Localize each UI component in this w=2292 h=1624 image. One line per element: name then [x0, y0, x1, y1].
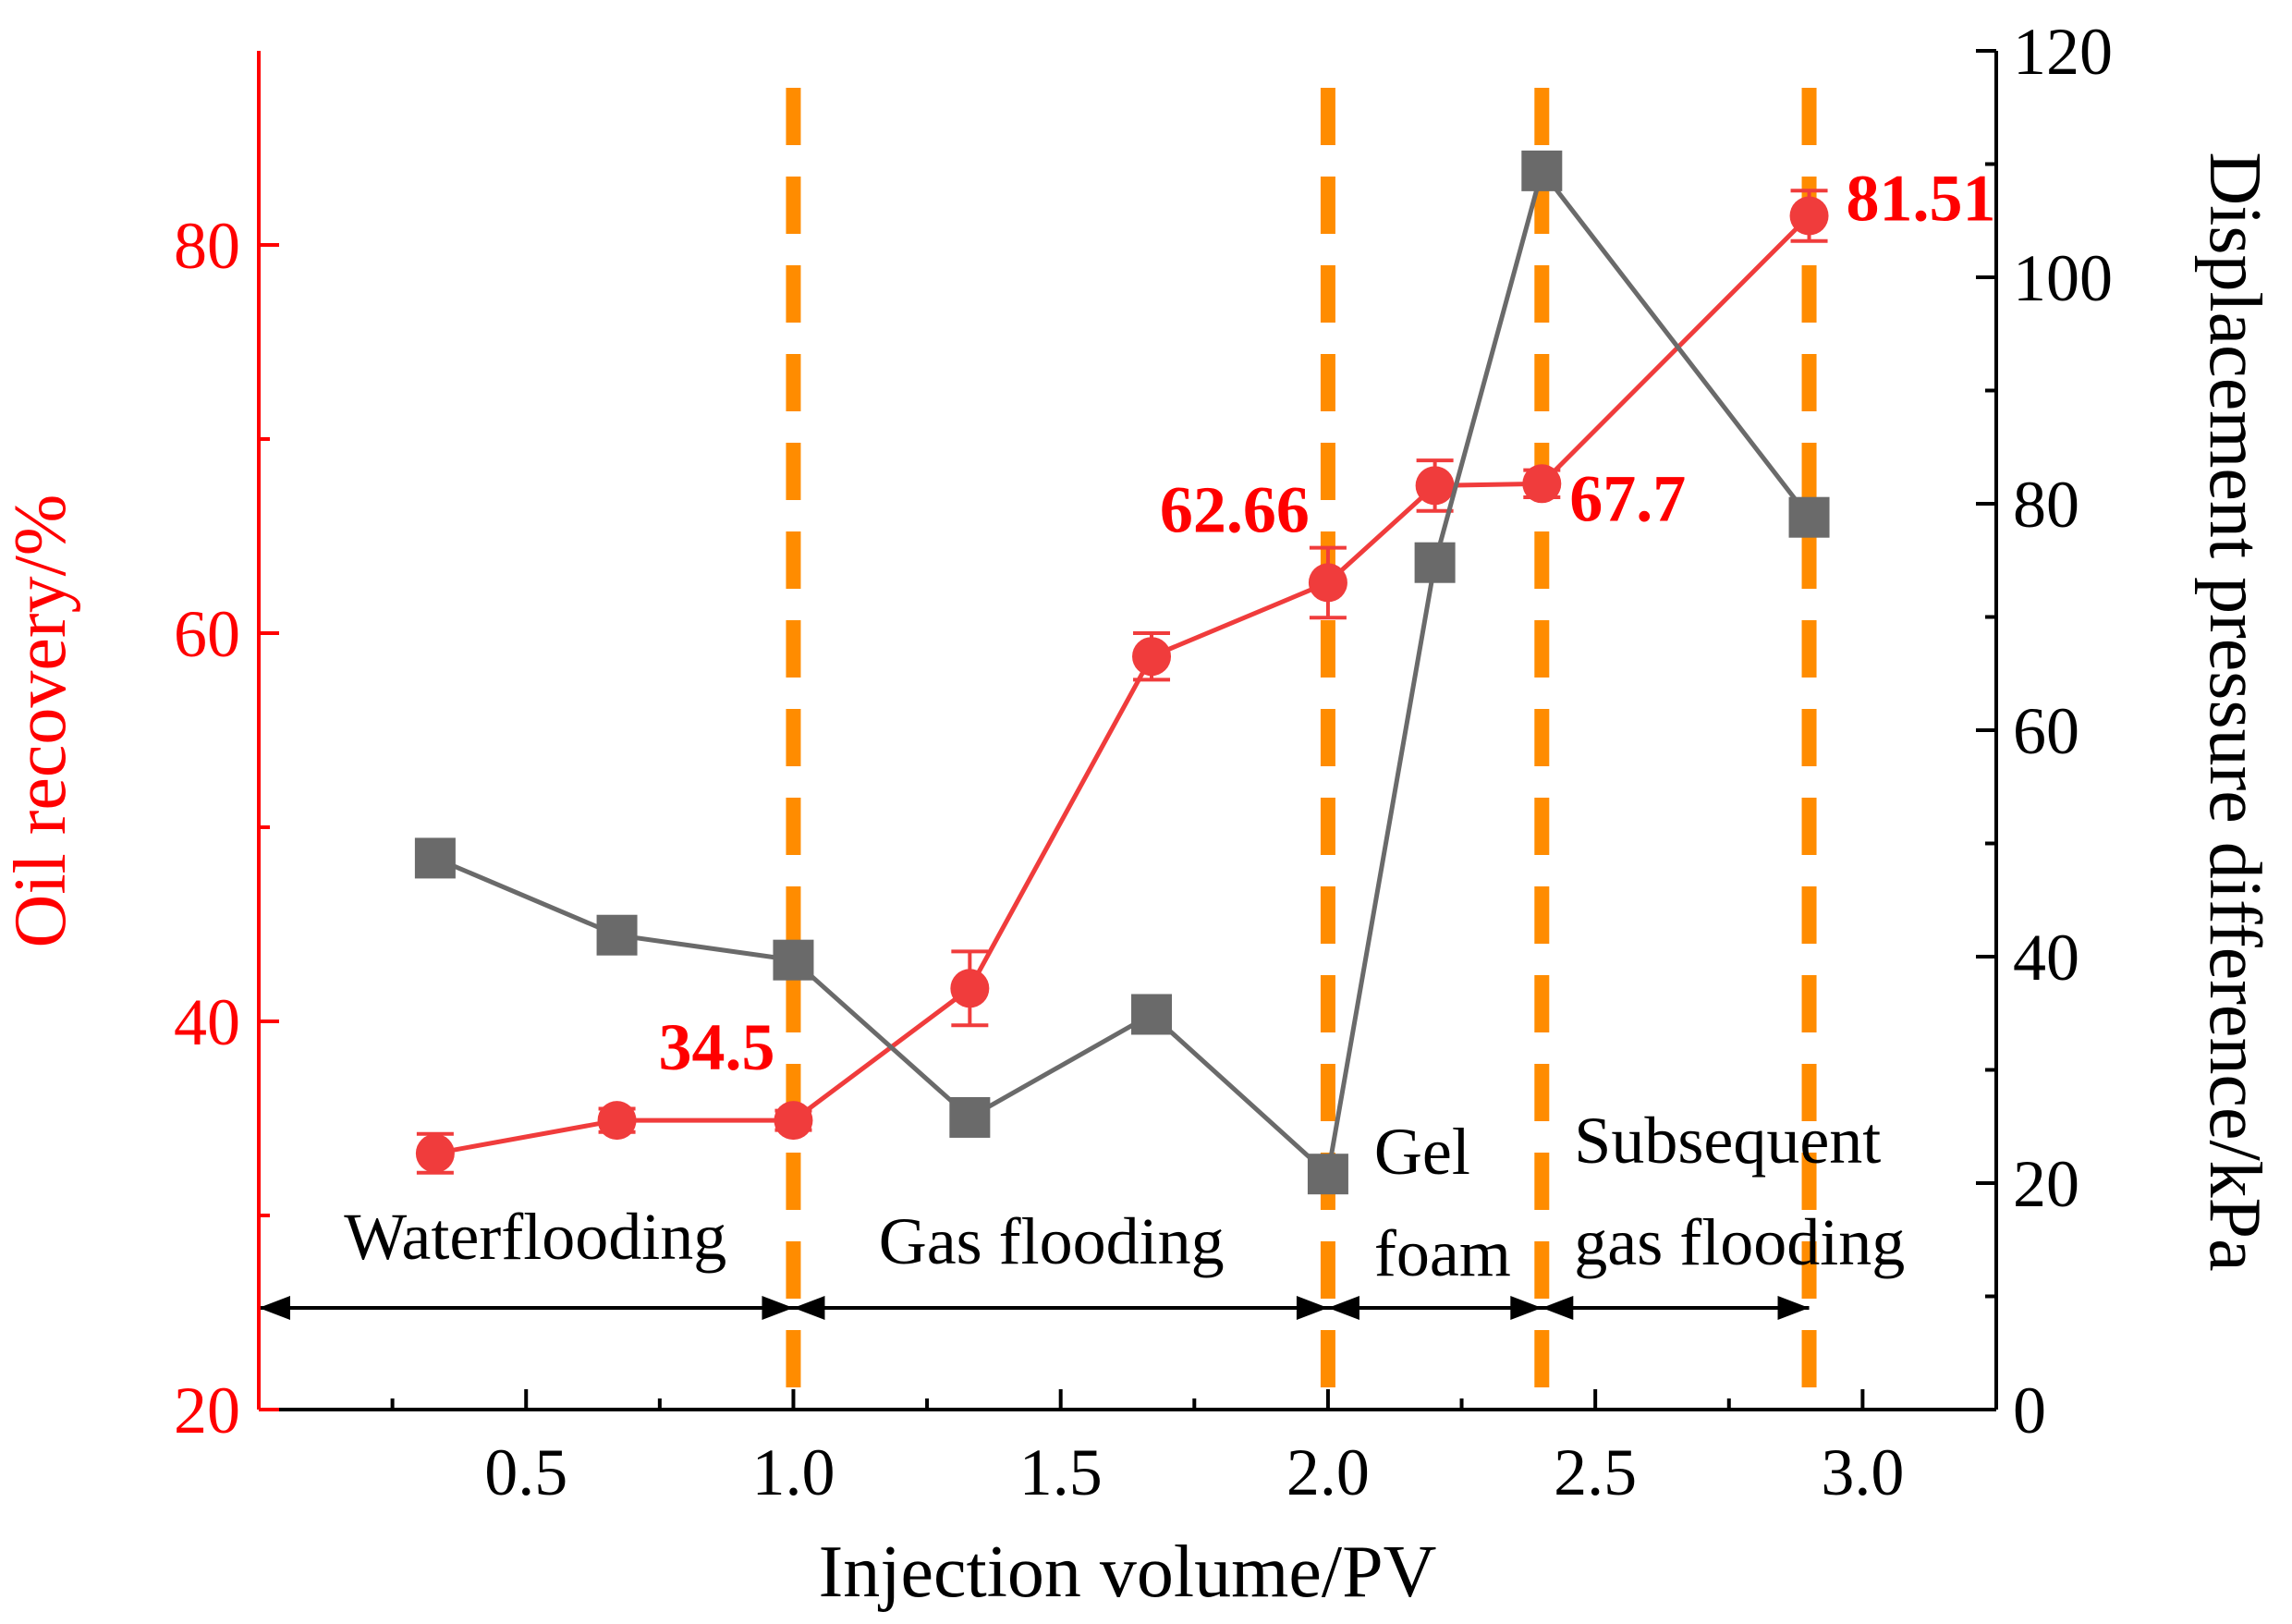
y-right-tick-label-4: 80: [2013, 468, 2079, 542]
stage-arrows: [259, 1296, 1810, 1320]
y-left-tick-label-2: 60: [174, 597, 240, 671]
series-1-point-5: [1307, 1154, 1348, 1195]
stage-label-3-line-0: Subsequent: [1574, 1104, 1881, 1178]
series-line-1: [433, 165, 1811, 1179]
annotation-label-3: 81.51: [1847, 162, 1996, 236]
y-right-tick-label-3: 60: [2013, 694, 2079, 768]
x-tick-label-0: 0.5: [484, 1435, 567, 1509]
y-right-tick-label-2: 40: [2013, 921, 2079, 995]
y-left-tick-label-3: 80: [174, 209, 240, 283]
y-right-axis-title: Displacement pressure difference/kPa: [2194, 152, 2275, 1271]
stage-arrow-head-left-0: [259, 1296, 290, 1320]
y-left-tick-label-1: 40: [174, 985, 240, 1059]
y-left-axis-title: Oil recovery/%: [0, 495, 81, 948]
y-left-tick-label-0: 20: [174, 1374, 240, 1447]
series-0-point-2: [774, 1101, 813, 1141]
stage-label-0-line-0: Waterflooding: [344, 1200, 726, 1274]
annotations-layer: 34.5 62.66 67.7 81.51: [658, 162, 1995, 1085]
axes-layer: 0.5 1.0 1.5 2.0 2.5 3.0 20 40 60 80 0 20 40 60 80 100 12…: [174, 15, 2113, 1509]
series-1-point-2: [773, 939, 814, 981]
stage-arrow-head-right-3: [1777, 1296, 1810, 1320]
stage-arrow-head-right-0: [762, 1296, 794, 1320]
series-0-point-7: [1522, 464, 1562, 504]
stage-arrow-head-left-2: [1327, 1296, 1359, 1320]
series-layer: [414, 150, 1830, 1195]
series-1-point-8: [1788, 496, 1830, 538]
x-tick-label-5: 3.0: [1821, 1435, 1904, 1509]
y-right-tick-label-0: 0: [2013, 1374, 2046, 1447]
x-axis-title: Injection volume/PV: [819, 1532, 1437, 1613]
series-line-0: [434, 214, 1811, 1156]
series-0-point-8: [1789, 196, 1829, 236]
series-0-point-4: [1132, 637, 1172, 677]
x-tick-label-1: 1.0: [751, 1435, 835, 1509]
series-1-point-1: [596, 914, 638, 956]
y-right-tick-label-1: 20: [2013, 1147, 2079, 1221]
stage-label-1-line-0: Gas flooding: [879, 1204, 1225, 1278]
annotation-label-1: 62.66: [1160, 472, 1310, 546]
series-0-point-5: [1308, 563, 1347, 603]
stage-label-2-line-0: Gel: [1374, 1115, 1470, 1189]
series-0-point-0: [415, 1133, 455, 1173]
stage-arrow-head-right-1: [1296, 1296, 1328, 1320]
stage-arrow-head-left-1: [793, 1296, 825, 1320]
series-1-point-7: [1521, 150, 1563, 191]
series-1-point-4: [1131, 994, 1173, 1035]
axis-titles: Injection volume/PV Oil recovery/% Displ…: [0, 152, 2275, 1613]
x-tick-label-3: 2.0: [1286, 1435, 1370, 1509]
stage-arrow-head-left-3: [1542, 1296, 1574, 1320]
series-1-point-3: [949, 1096, 991, 1138]
series-0-point-3: [950, 969, 990, 1008]
stage-label-2-line-1: foam: [1374, 1216, 1511, 1290]
series-1-point-0: [414, 837, 456, 879]
annotation-label-2: 67.7: [1569, 461, 1686, 535]
series-1-point-6: [1414, 542, 1456, 583]
y-right-tick-label-6: 120: [2013, 15, 2113, 89]
x-tick-label-2: 1.5: [1019, 1435, 1103, 1509]
series-0-point-6: [1415, 466, 1455, 506]
x-tick-label-4: 2.5: [1554, 1435, 1637, 1509]
annotation-label-0: 34.5: [658, 1010, 774, 1084]
y-right-tick-label-5: 100: [2013, 241, 2113, 315]
series-0-point-1: [597, 1101, 637, 1141]
stage-labels: Waterflooding Gas flooding Gel foam Subseque…: [344, 1104, 1905, 1290]
stage-label-3-line-1: gas flooding: [1574, 1205, 1905, 1279]
stage-arrow-head-right-2: [1510, 1296, 1542, 1320]
